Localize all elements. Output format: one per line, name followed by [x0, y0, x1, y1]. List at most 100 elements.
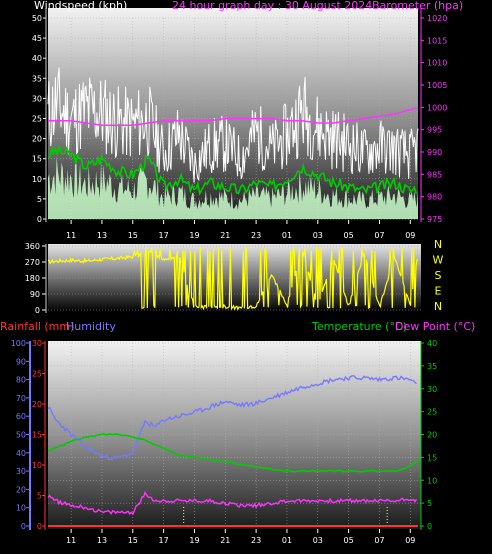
wind-tick-label: 40 [32, 54, 42, 63]
rain-tick-label: 30 [32, 339, 42, 348]
x-tick-label: 05 [344, 536, 354, 545]
barometer-tick-label: 1000 [427, 103, 447, 112]
x-tick-label: 23 [251, 536, 261, 545]
humidity-tick-label: 80 [16, 376, 26, 385]
barometer-tick-label: 1005 [427, 81, 447, 90]
barometer-tick-label: 980 [427, 193, 442, 202]
rain-ticks: 0 5 10 15 20 25 30 [32, 339, 45, 531]
wind-series [47, 67, 419, 196]
temperature-tick-label: 40 [427, 339, 437, 348]
compass-label: W [433, 254, 444, 267]
direction-tick-label: 90 [30, 290, 40, 299]
wind-tick-label: 0 [37, 215, 42, 224]
x-tick-label: 07 [374, 231, 384, 240]
x-tick-label: 17 [159, 536, 169, 545]
barometer-tick-label: 995 [427, 126, 442, 135]
rain-tick-label: 10 [32, 461, 42, 470]
dewpoint-line [47, 490, 418, 516]
compass-label: N [434, 238, 442, 251]
x-tick-label: 03 [313, 536, 323, 545]
humidity-line [47, 374, 417, 461]
average-wind-line [47, 145, 417, 196]
barometer-tick-label: 975 [427, 215, 442, 224]
chart-title: 24 hour graph day : 30 August 2024 [172, 0, 372, 12]
humidity-axis-label: Humidity [66, 320, 116, 333]
direction-tick-label: 360 [25, 242, 40, 251]
temp-plot-background [48, 341, 421, 529]
wind-axis-label: Windspeed (kph) [34, 0, 127, 12]
dewpoint-axis-label: Dew Point (°C) [395, 320, 475, 333]
rain-tick-label: 0 [37, 522, 42, 531]
wind-left-ticks: 0 5 10 15 20 25 30 35 40 45 50 [32, 14, 46, 224]
compass-label: N [434, 300, 442, 313]
wind-tick-label: 20 [32, 135, 42, 144]
wind-direction-line [47, 247, 418, 311]
humidity-tick-label: 70 [16, 394, 26, 403]
wind-tick-label: 5 [37, 195, 42, 204]
x-tick-label: 19 [189, 231, 199, 240]
temperature-tick-label: 10 [427, 476, 437, 485]
direction-tick-label: 0 [35, 306, 40, 315]
x-tick-label: 15 [128, 231, 138, 240]
x-tick-label: 15 [128, 536, 138, 545]
barometer-line [48, 106, 419, 126]
temperature-tick-label: 30 [427, 385, 437, 394]
wind-speed-area [48, 156, 418, 219]
humidity-tick-label: 30 [16, 467, 26, 476]
rainfall-axis-label: Rainfall (mm) [0, 320, 74, 333]
humidity-tick-label: 20 [16, 485, 26, 494]
x-tick-label: 11 [66, 231, 76, 240]
x-tick-label: 13 [97, 536, 107, 545]
x-tick-label: 17 [159, 231, 169, 240]
temperature-tick-label: 15 [427, 453, 437, 462]
wind-tick-label: 10 [32, 175, 42, 184]
x-tick-label: 21 [220, 231, 230, 240]
humidity-tick-label: 90 [16, 357, 26, 366]
wind-tick-label: 30 [32, 94, 42, 103]
temperature-tick-label: 35 [427, 362, 437, 371]
direction-tick-label: 180 [25, 274, 40, 283]
x-tick-label: 07 [374, 536, 384, 545]
direction-series [47, 247, 418, 311]
x-tick-label: 21 [220, 536, 230, 545]
barometer-tick-label: 985 [427, 170, 442, 179]
barometer-axis-label: Barometer (hpa) [372, 0, 463, 12]
rain-tick-label: 20 [32, 400, 42, 409]
barometer-tick-label: 1010 [427, 59, 447, 68]
wind-tick-label: 50 [32, 14, 42, 23]
humidity-tick-label: 100 [11, 339, 26, 348]
humidity-tick-label: 40 [16, 449, 26, 458]
temperature-tick-label: 0 [427, 522, 432, 531]
direction-ticks: 0 90 180 270 360 [25, 242, 46, 315]
x-tick-label: 19 [189, 536, 199, 545]
barometer-right-ticks: 975 980 985 990 995 1000 1005 1010 1015 1020 [421, 14, 447, 224]
temp-series [47, 374, 419, 527]
x-tick-label: 09 [405, 536, 415, 545]
wind-x-ticks: 11 13 15 17 19 21 23 01 03 05 07 09 [66, 220, 415, 240]
barometer-tick-label: 990 [427, 148, 442, 157]
wind-tick-label: 15 [32, 155, 42, 164]
temp-x-ticks: 11 13 15 17 19 21 23 01 03 05 07 09 [66, 529, 415, 545]
x-tick-label: 03 [313, 231, 323, 240]
compass-label: E [435, 285, 442, 298]
humidity-ticks: 0 10 20 30 40 50 60 70 80 90 100 [11, 339, 30, 531]
temperature-tick-label: 20 [427, 431, 437, 440]
compass-label: S [435, 269, 442, 282]
barometer-tick-label: 1015 [427, 36, 447, 45]
temperature-ticks: 0 5 10 15 20 25 30 35 40 [421, 339, 437, 531]
wind-speed-fill [48, 156, 418, 219]
temperature-tick-label: 5 [427, 499, 432, 508]
humidity-tick-label: 0 [21, 522, 26, 531]
rain-tick-label: 25 [32, 370, 42, 379]
temperature-axis-label: Temperature (°C) [311, 320, 407, 333]
wind-tick-label: 25 [32, 115, 42, 124]
barometer-tick-label: 1020 [427, 14, 447, 23]
temperature-line [47, 433, 419, 473]
x-tick-label: 13 [97, 231, 107, 240]
wind-tick-label: 45 [32, 34, 42, 43]
x-tick-label: 01 [282, 536, 292, 545]
